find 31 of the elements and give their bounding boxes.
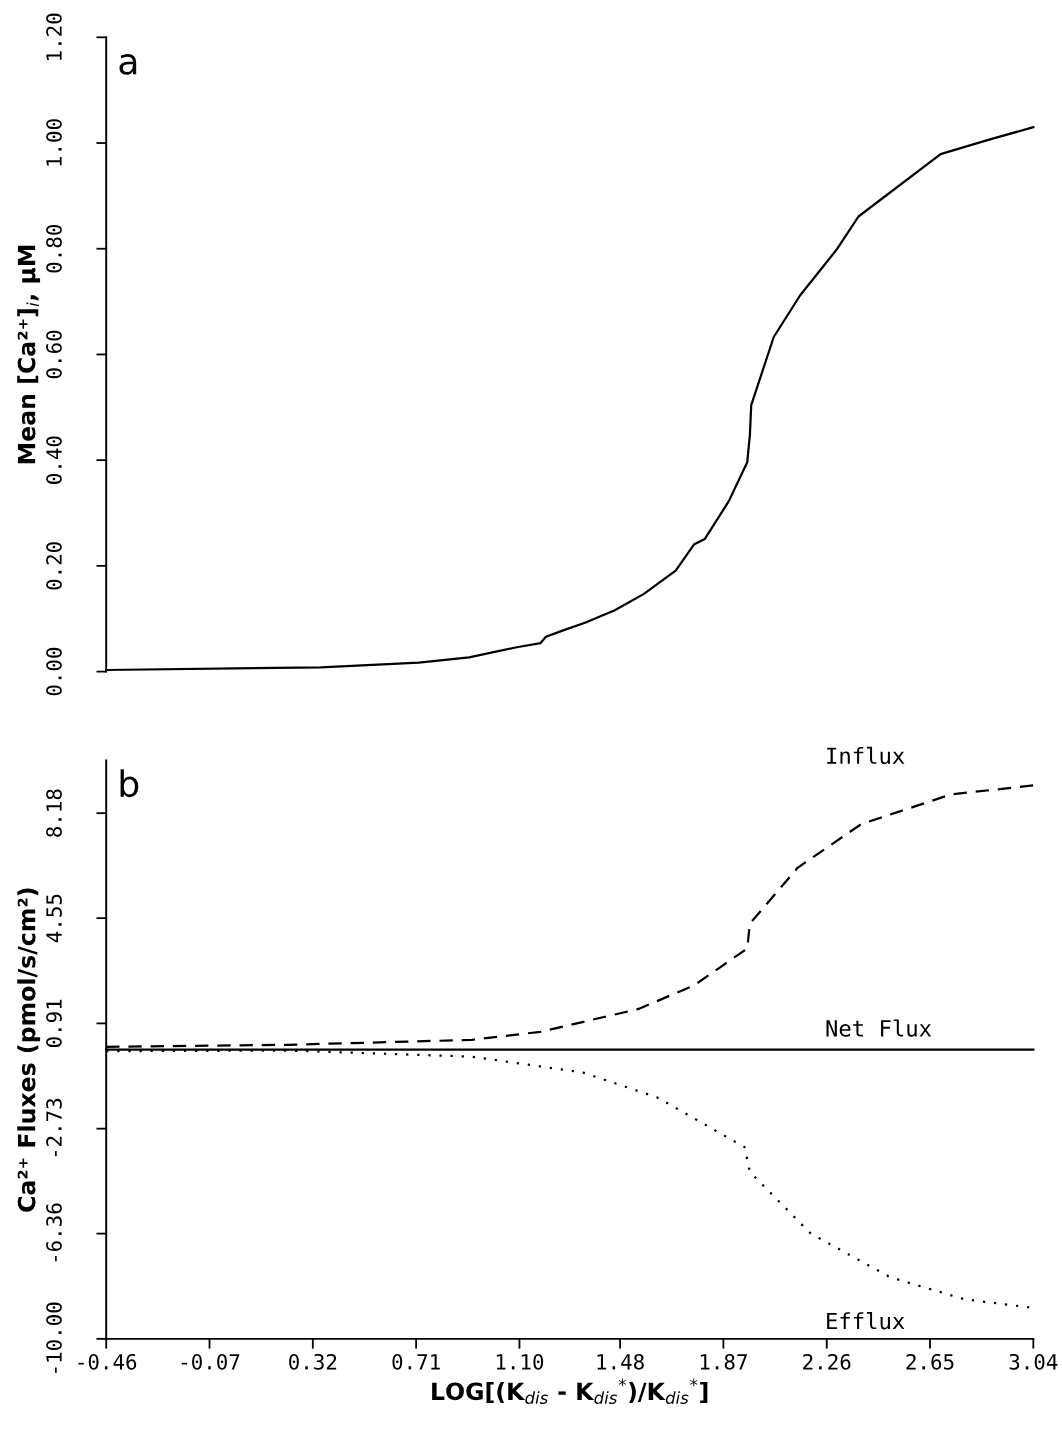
x-tick-label: 1.48	[597, 1353, 644, 1370]
x-tick-label: -0.46	[78, 1353, 137, 1370]
y-tick-label: 0.80	[46, 225, 62, 273]
x-tick-label: 3.04	[1009, 1353, 1058, 1370]
y-tick-label: 0.00	[46, 647, 62, 696]
x-tick-label: 0.71	[392, 1353, 440, 1370]
annotation: a	[119, 54, 137, 75]
y-axis-title: Mean [Ca²⁺]$_{i}$, µM	[17, 245, 41, 464]
annotation: b	[120, 769, 139, 798]
y-tick-label: 0.40	[46, 436, 62, 484]
y-tick-label: -2.73	[46, 1098, 62, 1157]
y-tick-label: -10.00	[46, 1302, 62, 1373]
x-tick-label: 2.65	[906, 1353, 954, 1370]
y-tick-label: 8.18	[46, 789, 62, 837]
series-label: Net Flux	[826, 1019, 932, 1037]
y-tick-label: 4.55	[46, 894, 62, 943]
x-tick-label: 0.32	[289, 1353, 337, 1370]
x-tick-label: 2.26	[803, 1353, 851, 1370]
y-tick-label: -6.36	[46, 1203, 62, 1262]
y-tick-label: 0.60	[46, 330, 62, 379]
y-tick-label: 0.91	[46, 999, 62, 1048]
series-label: Influx	[827, 746, 905, 765]
series-label: Efflux	[827, 1312, 905, 1330]
text: LOG[(K$_{dis}$ - K$_{dis}$$^{*}$)/K$_{dis}$$^{*}$]	[432, 1378, 708, 1405]
y-tick-label: 1.00	[46, 119, 62, 166]
y-tick-label: 0.20	[46, 542, 62, 590]
y-axis-title: Ca²⁺ Fluxes (pmol/s/cm²)	[17, 888, 41, 1212]
y-tick-label: 1.20	[46, 13, 62, 60]
x-tick-label: 1.87	[700, 1353, 747, 1370]
x-tick-label: 1.10	[496, 1353, 544, 1370]
x-tick-label: -0.07	[181, 1353, 240, 1370]
